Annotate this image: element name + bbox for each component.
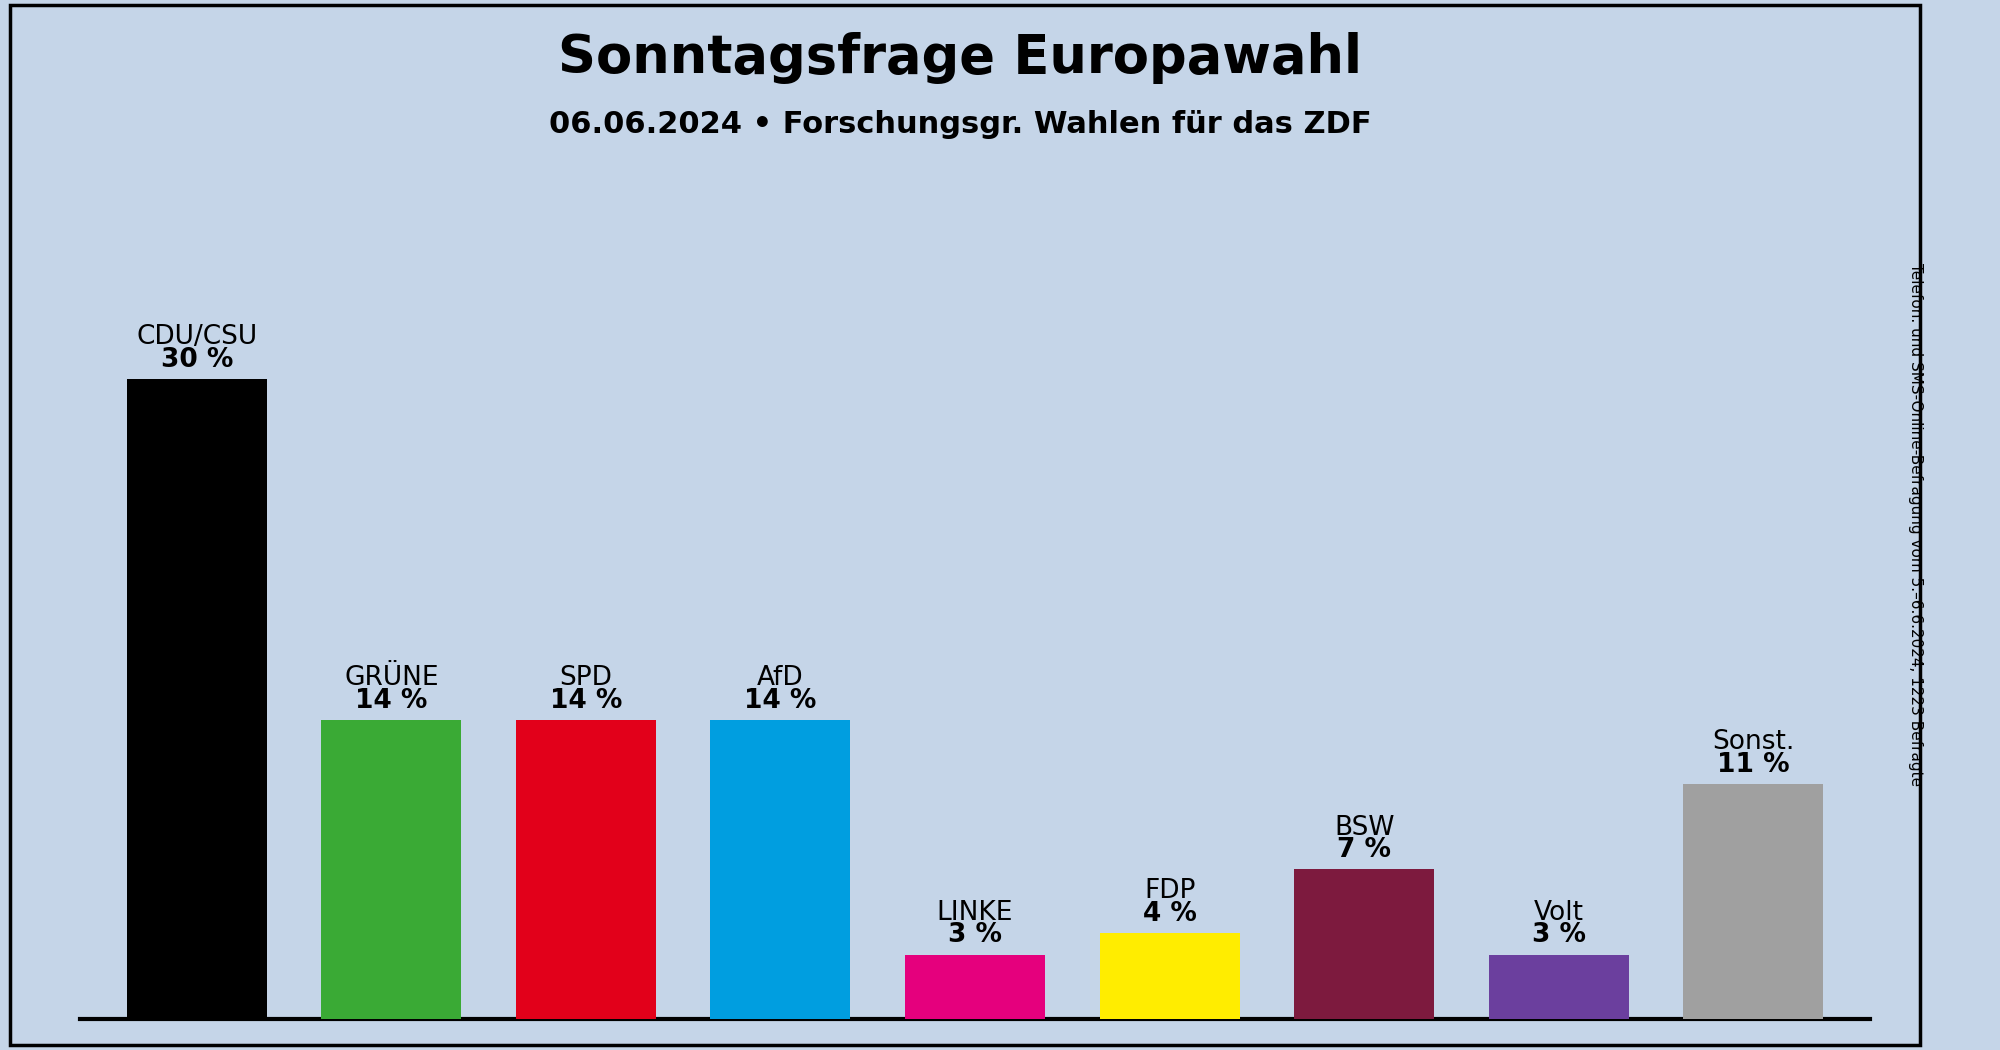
Bar [904,954,1046,1018]
Bar [322,720,462,1018]
Text: Telefon. und SMS-Online-Befragung vom 5.–6.6.2024, 1223 Befragte: Telefon. und SMS-Online-Befragung vom 5.… [1908,264,1924,786]
Text: 7 %: 7 % [1338,837,1392,863]
Bar [710,720,850,1018]
Text: LINKE: LINKE [936,900,1014,926]
Text: 30 %: 30 % [160,346,232,373]
Text: 11 %: 11 % [1716,752,1790,778]
Bar [1684,784,1824,1018]
Text: Sonst.: Sonst. [1712,730,1794,755]
Bar [126,379,266,1018]
Bar [1294,869,1434,1018]
Text: Volt: Volt [1534,900,1584,926]
Text: 4 %: 4 % [1142,901,1196,927]
Text: 06.06.2024 • Forschungsgr. Wahlen für das ZDF: 06.06.2024 • Forschungsgr. Wahlen für da… [548,110,1372,140]
Text: CDU/CSU: CDU/CSU [136,324,258,351]
Text: GRÜNE: GRÜNE [344,666,438,691]
Text: 14 %: 14 % [550,688,622,714]
Text: 3 %: 3 % [948,922,1002,948]
Bar [1100,933,1240,1018]
Text: 14 %: 14 % [356,688,428,714]
Text: BSW: BSW [1334,815,1394,841]
Text: SPD: SPD [560,666,612,691]
Text: FDP: FDP [1144,879,1196,904]
Text: 14 %: 14 % [744,688,816,714]
Text: Sonntagsfrage Europawahl: Sonntagsfrage Europawahl [558,32,1362,84]
Bar [516,720,656,1018]
Text: AfD: AfD [758,666,804,691]
Text: 3 %: 3 % [1532,922,1586,948]
Bar [1488,954,1628,1018]
